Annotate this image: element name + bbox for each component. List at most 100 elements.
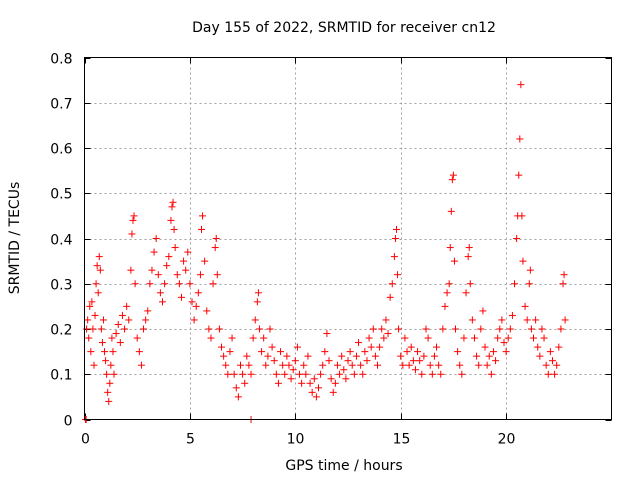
data-point xyxy=(291,357,299,365)
gridlines xyxy=(84,57,612,420)
data-point xyxy=(371,352,379,360)
data-point xyxy=(277,348,285,356)
data-point xyxy=(152,235,160,242)
data-point xyxy=(118,311,126,319)
data-point xyxy=(394,271,402,279)
data-point xyxy=(456,361,464,369)
data-point xyxy=(104,388,112,396)
data-point xyxy=(363,357,371,365)
data-point xyxy=(540,334,548,342)
data-point xyxy=(508,311,516,319)
y-tick-label: 0.5 xyxy=(50,187,72,203)
data-point xyxy=(211,244,219,252)
data-point xyxy=(161,280,169,288)
y-axis-label: SRMTID / TECUs xyxy=(7,182,23,295)
data-point xyxy=(551,370,559,378)
data-point xyxy=(91,311,99,319)
data-point xyxy=(441,302,449,310)
data-point xyxy=(165,253,173,261)
data-point xyxy=(392,225,400,233)
data-point xyxy=(107,361,115,369)
data-point xyxy=(382,316,390,324)
data-point xyxy=(123,302,131,310)
data-point xyxy=(433,343,441,351)
data-point xyxy=(236,361,244,369)
data-point xyxy=(468,316,476,324)
data-point xyxy=(201,257,209,265)
data-point xyxy=(168,203,176,211)
data-point xyxy=(329,388,337,396)
data-point xyxy=(218,343,226,351)
data-point xyxy=(287,375,295,383)
data-point xyxy=(270,357,278,365)
y-tick-label: 0.3 xyxy=(50,278,72,294)
data-points xyxy=(82,81,569,423)
data-point xyxy=(460,334,468,342)
data-point xyxy=(197,225,205,233)
data-point xyxy=(555,343,563,351)
y-tick-label: 0.7 xyxy=(50,97,72,113)
data-point xyxy=(90,361,98,369)
data-point xyxy=(306,379,314,387)
data-point xyxy=(262,361,270,369)
data-point xyxy=(473,352,481,360)
data-point xyxy=(437,370,445,378)
data-point xyxy=(325,357,333,365)
data-point xyxy=(544,370,552,378)
data-point xyxy=(205,325,213,333)
data-point xyxy=(302,370,310,378)
data-point xyxy=(542,361,550,369)
data-point xyxy=(310,375,318,383)
data-point xyxy=(359,370,367,378)
data-point xyxy=(391,235,399,242)
data-point xyxy=(361,348,369,356)
data-point xyxy=(281,370,289,378)
data-point xyxy=(525,280,533,288)
data-point xyxy=(131,280,139,288)
data-point xyxy=(411,366,419,374)
data-point xyxy=(298,379,306,387)
data-point xyxy=(376,343,384,351)
y-tick-label: 0 xyxy=(64,414,73,430)
data-point xyxy=(103,370,111,378)
data-point xyxy=(538,325,546,333)
data-point xyxy=(403,348,411,356)
data-point xyxy=(465,244,473,252)
data-point xyxy=(180,257,188,265)
data-point xyxy=(140,325,148,333)
data-point xyxy=(407,343,415,351)
data-point xyxy=(254,289,262,297)
data-point xyxy=(498,316,506,324)
data-point xyxy=(448,176,456,184)
data-point xyxy=(296,370,304,378)
data-point xyxy=(521,302,529,310)
data-point xyxy=(527,325,535,333)
data-point xyxy=(336,370,344,378)
data-point xyxy=(170,225,178,233)
data-point xyxy=(548,357,556,365)
data-point xyxy=(399,361,407,369)
data-point xyxy=(85,334,93,342)
data-point xyxy=(532,316,540,324)
data-point xyxy=(184,248,192,256)
data-point xyxy=(519,257,527,265)
data-point xyxy=(98,339,106,347)
data-point xyxy=(420,352,428,360)
data-point xyxy=(350,370,358,378)
data-point xyxy=(224,370,232,378)
data-point xyxy=(466,280,474,288)
data-point xyxy=(274,379,282,387)
data-point xyxy=(207,334,215,342)
data-point xyxy=(212,235,220,242)
data-point xyxy=(283,352,291,360)
data-point xyxy=(424,334,432,342)
data-point xyxy=(186,280,194,288)
x-tick-label: 20 xyxy=(498,432,516,448)
data-point xyxy=(559,280,567,288)
data-point xyxy=(346,348,354,356)
data-point xyxy=(92,280,100,288)
data-point xyxy=(196,271,204,279)
data-point xyxy=(89,325,97,333)
data-point xyxy=(439,325,447,333)
